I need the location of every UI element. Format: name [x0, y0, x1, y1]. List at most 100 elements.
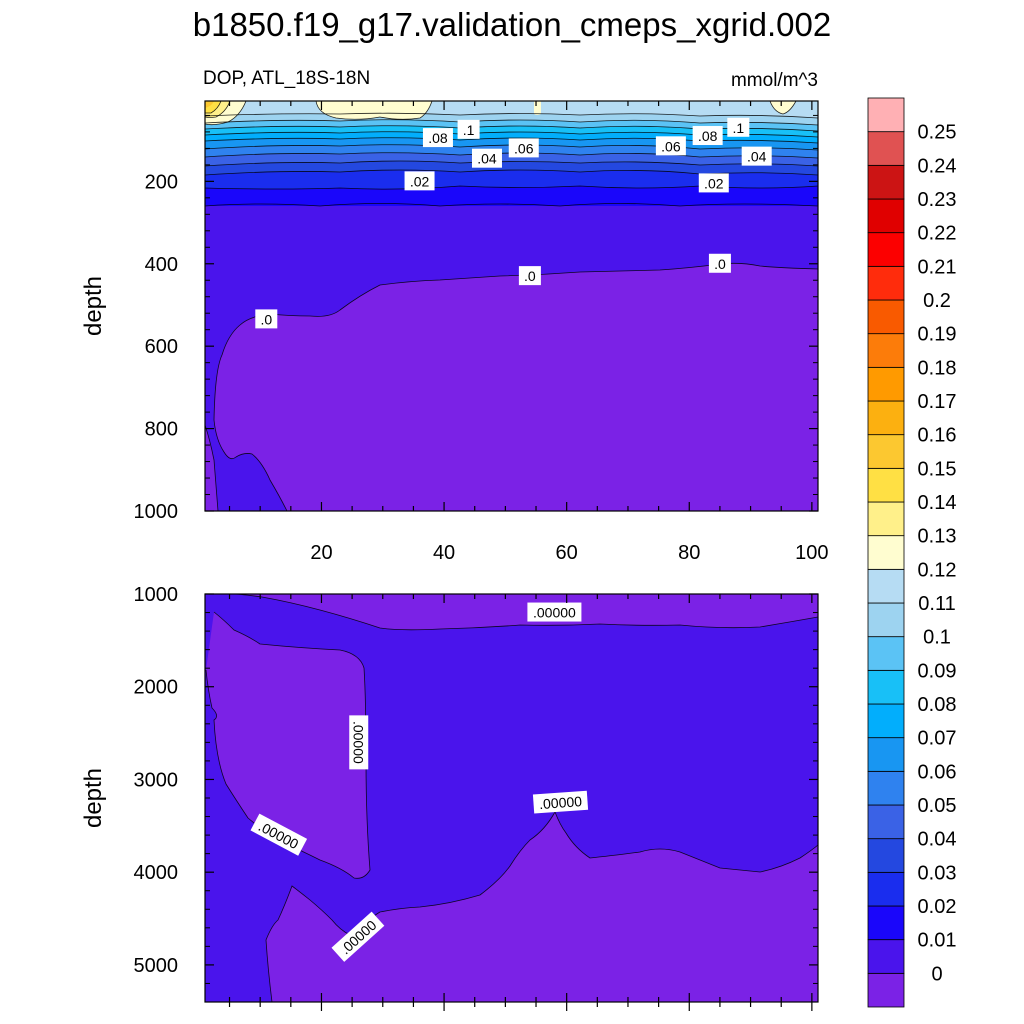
contour-label-box: [331, 911, 385, 962]
contour-label-text: .06: [514, 140, 534, 156]
colorbar-swatch: [867, 232, 905, 267]
upper-axes: 200 400 600 800 1000 20 40 60 80 100: [134, 101, 829, 564]
contour-label-text: .08: [428, 130, 448, 146]
colorbar-label: 0.02: [918, 896, 957, 918]
fill-level-0-pocket: [206, 612, 370, 879]
y-tick-label: 5000: [134, 955, 179, 977]
colorbar-label: 0: [931, 963, 942, 985]
contour-label: .08: [422, 128, 453, 148]
colorbar-swatch: [867, 333, 905, 368]
colorbar-label: 0.03: [918, 862, 957, 884]
contour-label-text: .08: [698, 128, 718, 144]
colorbar-label: 0.19: [918, 324, 957, 346]
colorbar-swatch: [867, 972, 905, 1008]
colorbar-swatch: [867, 400, 905, 436]
contour-label-box: [255, 309, 278, 329]
contour-label: .1: [727, 117, 750, 137]
contour-label-text: .04: [747, 149, 767, 165]
contour-label-box: [422, 128, 453, 148]
contour-label-text: .06: [661, 138, 681, 154]
x-tick-label: 20: [310, 542, 332, 564]
y-tick-label: 200: [145, 171, 178, 193]
colorbar-label: 0.01: [918, 930, 957, 952]
x-tick-label: 100: [795, 542, 828, 564]
colorbar-swatch: [867, 636, 905, 671]
contour-label-text: .02: [704, 175, 724, 191]
contour-label: .00000: [532, 790, 589, 814]
contour-label-box: [471, 148, 502, 168]
colorbar-label: 0.24: [918, 155, 957, 177]
contour-label-text: .1: [732, 120, 744, 136]
colorbar-swatch: [867, 871, 905, 907]
contour-label: .0: [518, 266, 541, 286]
lower-axes: 1000 2000 3000 4000 5000: [134, 584, 818, 1011]
colorbar-label: 0.07: [918, 728, 957, 750]
colorbar-swatch: [867, 131, 905, 166]
fill-level-0.12-patch: [534, 101, 541, 115]
fill-level-0.15-patch: [205, 101, 214, 108]
colorbar-label: 0.15: [918, 458, 957, 480]
contour-label: .04: [741, 146, 772, 166]
x-tick-label: 40: [433, 542, 455, 564]
contour-label-box: [527, 602, 582, 622]
contour-label-box: [250, 813, 308, 856]
colorbar-label: 0.13: [918, 526, 957, 548]
colorbar-label: 0.23: [918, 189, 957, 211]
contour-label: .0: [255, 309, 278, 329]
contour-label: .02: [404, 171, 435, 191]
colorbar-swatch: [867, 804, 905, 840]
y-tick-label: 4000: [134, 862, 179, 884]
contour-label-text: .0: [524, 268, 536, 284]
contour-label-box: [404, 171, 435, 191]
contour-label: .00000: [527, 602, 582, 622]
colorbar-swatch: [867, 737, 905, 772]
upper-plot-frame: [204, 100, 819, 512]
units-label: mmol/m^3: [731, 70, 818, 91]
contour-label: .1: [457, 119, 480, 139]
contour-label: .0: [708, 253, 731, 273]
fill-level-0.12-patch: [316, 101, 432, 120]
contour-label: .00000: [349, 715, 369, 770]
lower-panel-fills: [205, 594, 818, 1002]
variable-region-label: DOP, ATL_18S-18N: [203, 68, 370, 89]
contour-label: .02: [698, 173, 729, 193]
colorbar-swatch: [867, 265, 905, 301]
colorbar-swatch: [867, 434, 905, 469]
contour-label-box: [457, 119, 480, 139]
fill-level-0-bottom: [266, 812, 818, 1002]
colorbar-label: 0.21: [918, 256, 957, 278]
colorbar-swatch: [867, 703, 905, 739]
contour-label-text: .0: [260, 311, 272, 327]
contour-label-box: [727, 117, 750, 137]
colorbar-label: 0.18: [918, 357, 957, 379]
contour-label-text: .00000: [539, 793, 583, 812]
y-tick-label: 3000: [134, 769, 179, 791]
colorbar-label: 0.09: [918, 660, 957, 682]
colorbar-label: 0.2: [923, 290, 951, 312]
colorbar-swatch: [867, 568, 905, 604]
colorbar-swatch: [867, 467, 905, 503]
colorbar-swatch: [867, 535, 905, 570]
contour-label-text: .1: [463, 122, 475, 138]
colorbar-label: 0.14: [918, 492, 957, 514]
colorbar: 0 0.01 0.02 0.03 0.04 0.05 0.06 0.07 0.08 0.09 0.1…: [867, 97, 957, 1008]
colorbar-label: 0.12: [918, 559, 957, 581]
colorbar-label: 0.11: [918, 593, 955, 615]
fill-level-0: [214, 263, 818, 511]
colorbar-swatch: [867, 939, 905, 974]
y-tick-label: 2000: [134, 677, 179, 699]
colorbar-label: 0.1: [923, 627, 951, 649]
contour-label: .06: [508, 138, 539, 158]
colorbar-swatch: [867, 602, 905, 638]
upper-y-axis-label: depth: [80, 276, 107, 336]
y-tick-label: 1000: [134, 584, 179, 606]
contour-label-box: [692, 126, 723, 146]
contour-label-text: .00000: [350, 721, 366, 764]
contour-label-box: [349, 715, 369, 770]
colorbar-swatch: [867, 198, 905, 234]
contour-label-box: [532, 790, 589, 814]
x-tick-label: 80: [678, 542, 700, 564]
y-tick-label: 1000: [134, 501, 179, 523]
upper-contour-labels: .08.1.06.04.02.0.0.06.08.1.04.02.0: [255, 117, 772, 329]
